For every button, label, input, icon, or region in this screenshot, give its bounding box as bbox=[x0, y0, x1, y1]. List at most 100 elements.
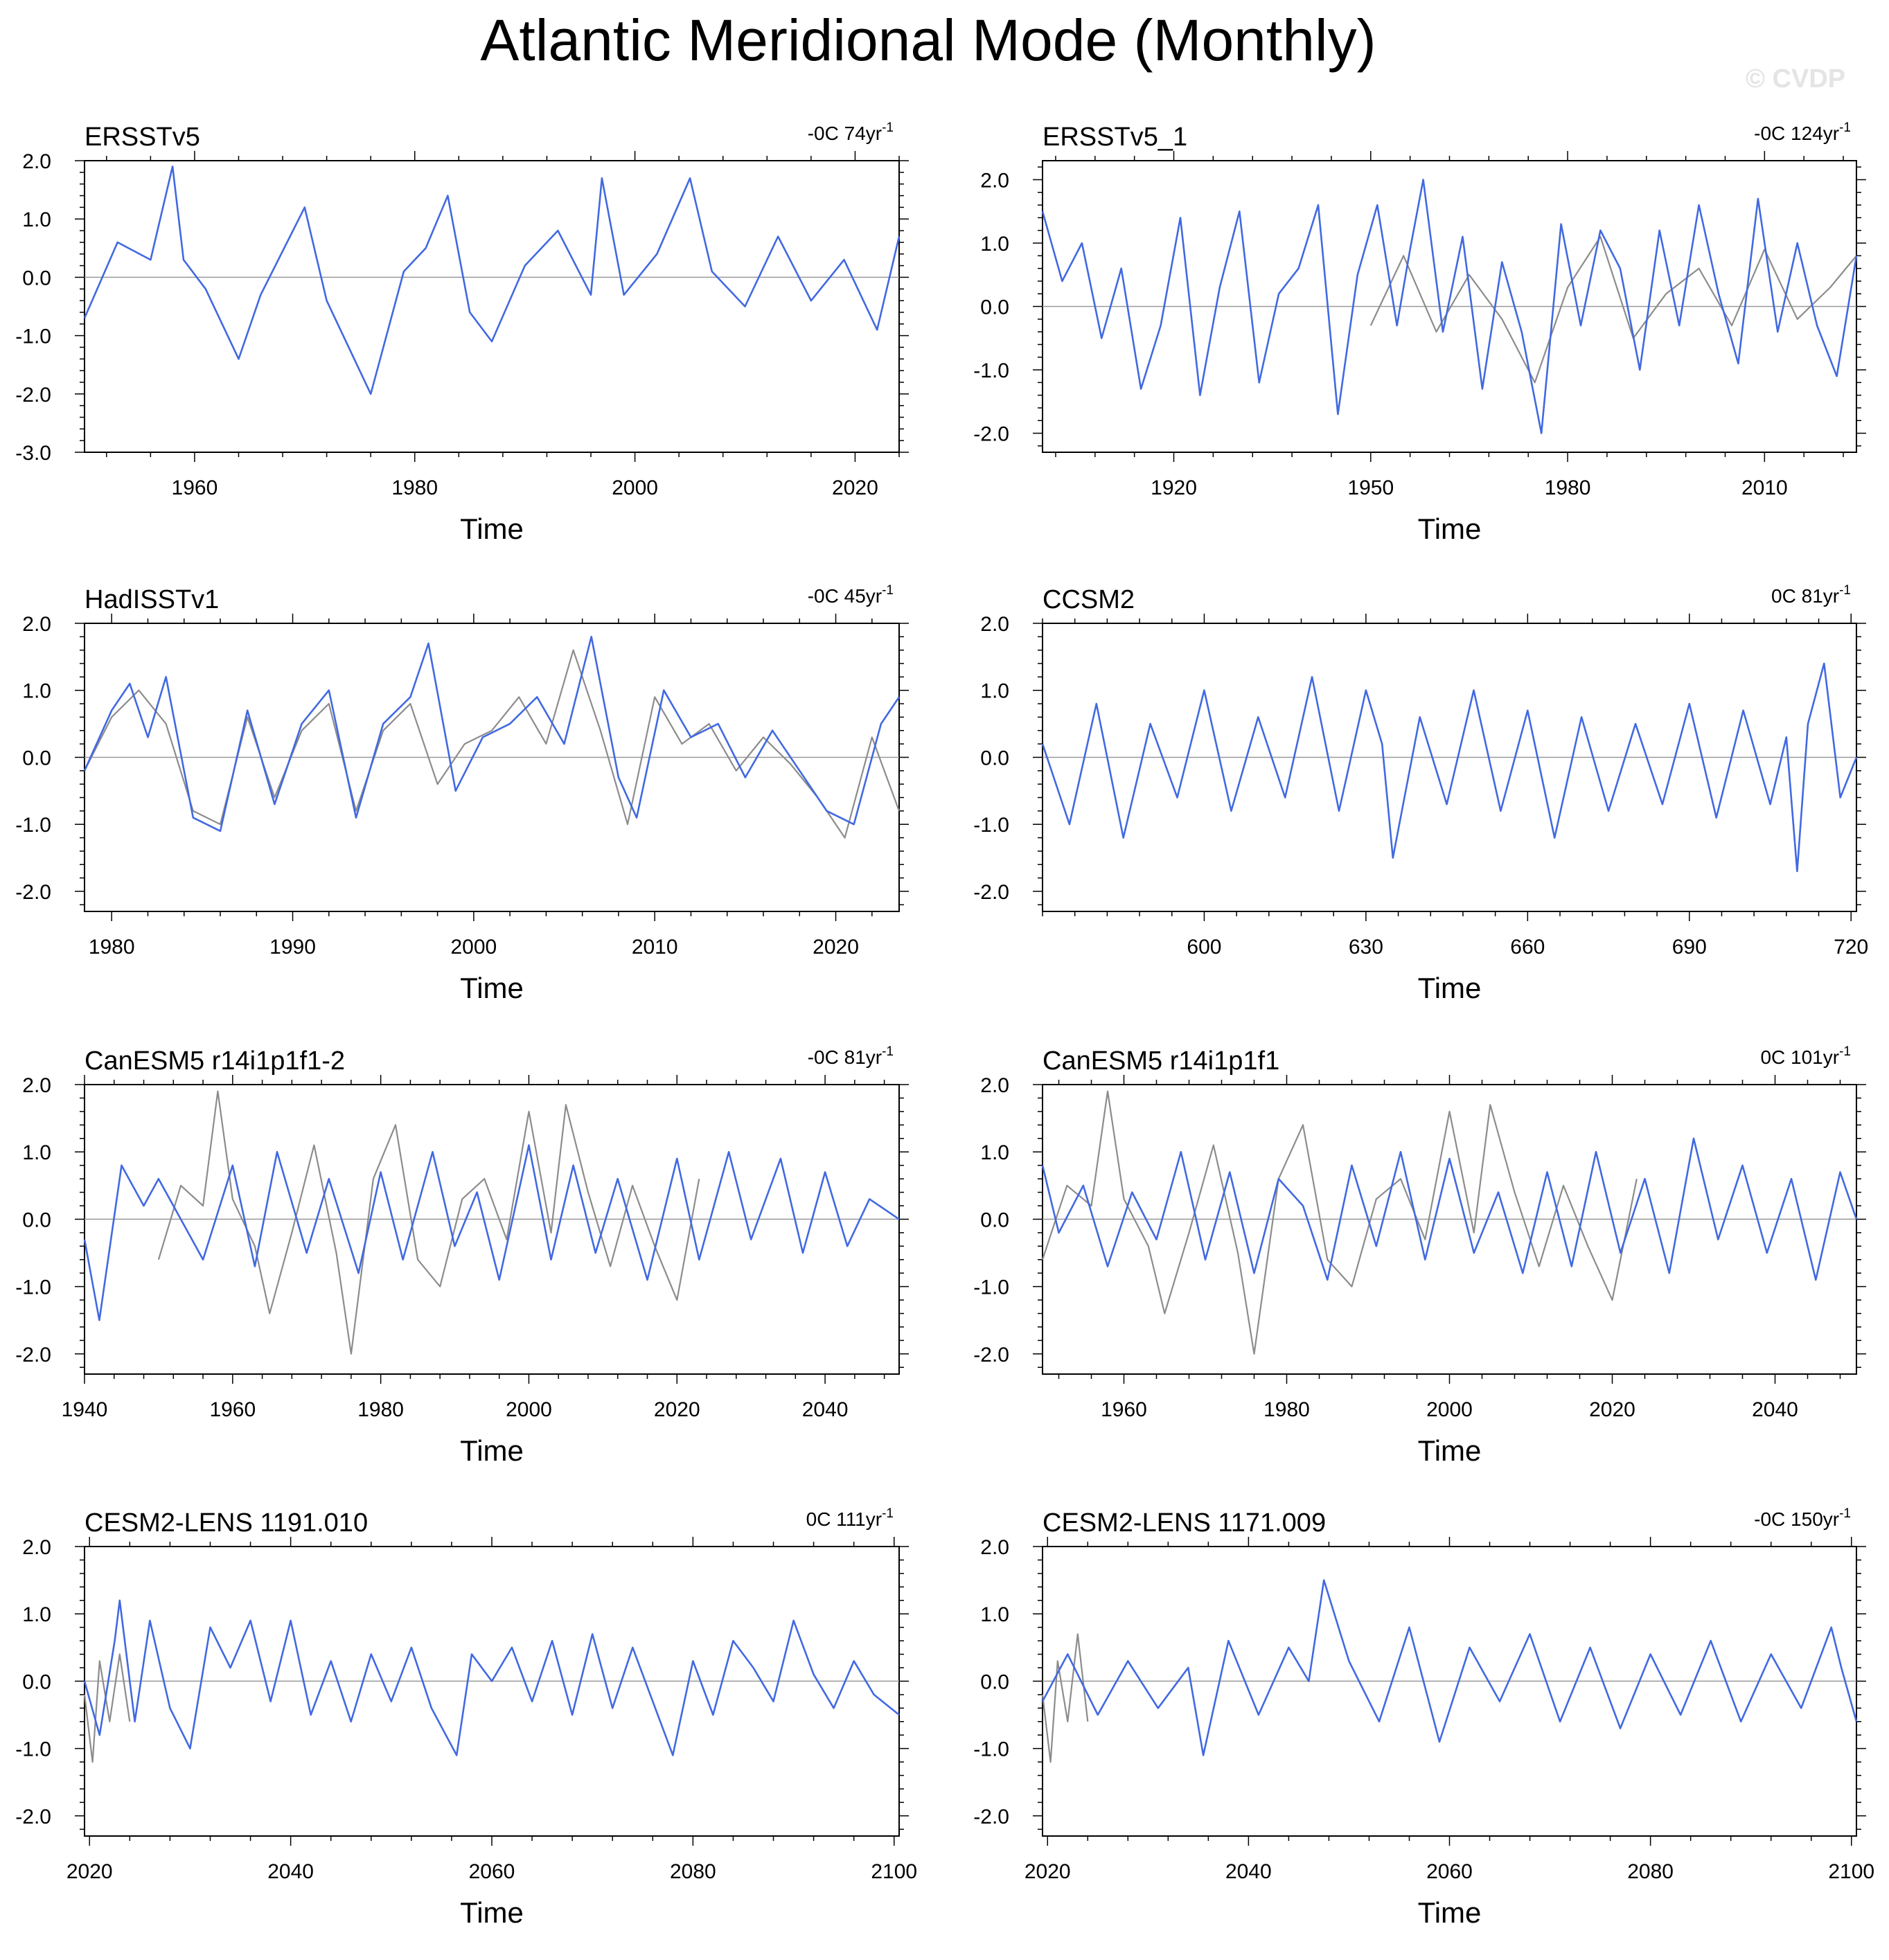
x-axis-label: Time bbox=[460, 1896, 524, 1929]
x-axis-label: Time bbox=[1418, 1896, 1482, 1929]
y-tick-label: -2.0 bbox=[973, 1344, 1009, 1366]
y-tick-label: 2.0 bbox=[22, 1536, 51, 1559]
y-tick-label: 0.0 bbox=[980, 1671, 1009, 1693]
x-tick-label: 2020 bbox=[654, 1398, 700, 1421]
trend-label: 0C 101yr-1 bbox=[1760, 1044, 1851, 1068]
plot-frame bbox=[84, 1546, 900, 1837]
x-tick-label: 600 bbox=[1187, 936, 1221, 959]
observation-series-line bbox=[83, 1653, 131, 1763]
x-tick-label: 1980 bbox=[357, 1398, 404, 1421]
trend-label: 0C 81yr-1 bbox=[1771, 583, 1851, 607]
y-tick-label: 1.0 bbox=[980, 1141, 1009, 1164]
plot-frame bbox=[1042, 1546, 1857, 1837]
x-tick-label: 1990 bbox=[269, 936, 316, 959]
y-tick-label: -2.0 bbox=[15, 1344, 51, 1366]
y-tick-label: 2.0 bbox=[980, 169, 1009, 192]
model-series-line bbox=[1041, 1137, 1858, 1281]
x-tick-label: 2100 bbox=[1828, 1860, 1874, 1883]
y-tick-label: 2.0 bbox=[22, 150, 51, 173]
y-tick-label: 0.0 bbox=[22, 1209, 51, 1231]
panel-title: ERSSTv5 bbox=[85, 123, 200, 152]
y-tick-label: -2.0 bbox=[15, 1806, 51, 1828]
y-tick-label: 1.0 bbox=[980, 233, 1009, 256]
chart-panel: CESM2-LENS 1191.010 0C 111yr-1 2.0 1.0 0.0 -1… bbox=[15, 1506, 917, 1929]
panel-title: CCSM2 bbox=[1043, 585, 1135, 614]
panel-title: ERSSTv5_1 bbox=[1043, 123, 1187, 152]
x-tick-label: 1980 bbox=[1545, 476, 1591, 499]
model-series-line bbox=[83, 1599, 900, 1756]
x-tick-label: 660 bbox=[1510, 936, 1545, 959]
x-tick-label: 2000 bbox=[612, 476, 658, 499]
x-tick-label: 2010 bbox=[632, 936, 678, 959]
x-tick-label: 2020 bbox=[813, 936, 859, 959]
x-tick-label: 1980 bbox=[391, 476, 438, 499]
x-tick-label: 2020 bbox=[1025, 1860, 1071, 1883]
x-tick-label: 2020 bbox=[832, 476, 878, 499]
y-tick-label: 0.0 bbox=[980, 747, 1009, 769]
x-tick-label: 2080 bbox=[1627, 1860, 1674, 1883]
y-tick-label: 1.0 bbox=[22, 680, 51, 703]
panel-title: CanESM5 r14i1p1f1 bbox=[1043, 1046, 1279, 1076]
plot-frame bbox=[84, 1084, 900, 1375]
observation-series-line bbox=[1369, 235, 1857, 384]
x-tick-label: 2000 bbox=[506, 1398, 552, 1421]
y-tick-label: -1.0 bbox=[15, 1276, 51, 1299]
y-tick-label: 2.0 bbox=[22, 1074, 51, 1097]
chart-panel: CESM2-LENS 1171.009 -0C 150yr-1 2.0 1.0 0.0 -… bbox=[973, 1506, 1874, 1929]
y-tick-label: -2.0 bbox=[973, 423, 1009, 446]
y-tick-label: -1.0 bbox=[15, 1738, 51, 1761]
x-axis-label: Time bbox=[460, 972, 524, 1004]
y-tick-label: 1.0 bbox=[980, 1603, 1009, 1626]
y-tick-label: 2.0 bbox=[22, 613, 51, 636]
y-tick-label: -3.0 bbox=[15, 442, 51, 465]
observation-series-line bbox=[157, 1090, 700, 1355]
x-tick-label: 2060 bbox=[1426, 1860, 1473, 1883]
y-tick-label: 2.0 bbox=[980, 613, 1009, 636]
trend-label: -0C 81yr-1 bbox=[808, 1044, 894, 1068]
trend-label: 0C 111yr-1 bbox=[806, 1506, 894, 1530]
y-tick-label: 0.0 bbox=[22, 747, 51, 769]
trend-label: -0C 150yr-1 bbox=[1754, 1506, 1851, 1530]
panel-title: CESM2-LENS 1191.010 bbox=[85, 1508, 368, 1538]
page-title: Atlantic Meridional Mode (Monthly) bbox=[480, 8, 1376, 73]
x-tick-label: 2040 bbox=[802, 1398, 849, 1421]
x-tick-label: 690 bbox=[1672, 936, 1707, 959]
x-tick-label: 720 bbox=[1834, 936, 1868, 959]
y-tick-label: 2.0 bbox=[980, 1074, 1009, 1097]
y-tick-label: -1.0 bbox=[973, 1276, 1009, 1299]
y-tick-label: -1.0 bbox=[15, 326, 51, 348]
x-tick-label: 1920 bbox=[1151, 476, 1197, 499]
model-series-line bbox=[1041, 1579, 1858, 1756]
x-tick-label: 2020 bbox=[66, 1860, 113, 1883]
panel-title: CESM2-LENS 1171.009 bbox=[1043, 1508, 1326, 1538]
chart-panel: CanESM5 r14i1p1f1-2 -0C 81yr-1 2.0 1.0 0.0 -1… bbox=[15, 1044, 909, 1467]
x-tick-label: 2040 bbox=[267, 1860, 314, 1883]
y-tick-label: 0.0 bbox=[980, 296, 1009, 319]
x-tick-label: 2060 bbox=[469, 1860, 515, 1883]
x-axis-label: Time bbox=[1418, 1434, 1482, 1467]
x-axis-label: Time bbox=[1418, 513, 1482, 545]
x-tick-label: 630 bbox=[1349, 936, 1383, 959]
x-tick-label: 1960 bbox=[209, 1398, 256, 1421]
observation-series-line bbox=[84, 649, 901, 839]
observation-series-line bbox=[1041, 1633, 1089, 1763]
y-tick-label: 1.0 bbox=[22, 1141, 51, 1164]
x-axis-label: Time bbox=[460, 513, 524, 545]
trend-label: -0C 45yr-1 bbox=[808, 583, 894, 607]
chart-panel: HadISSTv1 -0C 45yr-1 2.0 1.0 0.0 -1.0 -2.0 1980… bbox=[15, 583, 909, 1004]
x-tick-label: 2100 bbox=[871, 1860, 917, 1883]
x-tick-label: 1980 bbox=[89, 936, 135, 959]
model-series-line bbox=[1041, 662, 1858, 873]
x-tick-label: 1960 bbox=[1101, 1398, 1147, 1421]
model-series-line bbox=[1041, 179, 1858, 434]
model-series-line bbox=[83, 166, 901, 395]
x-tick-label: 2080 bbox=[670, 1860, 716, 1883]
trend-label: -0C 124yr-1 bbox=[1754, 121, 1851, 144]
x-tick-label: 2020 bbox=[1589, 1398, 1635, 1421]
y-tick-label: -2.0 bbox=[15, 881, 51, 904]
copyright-watermark: © CVDP bbox=[1746, 64, 1846, 93]
chart-panel: ERSSTv5_1 -0C 124yr-1 2.0 1.0 0.0 -1.0 -2.0 192… bbox=[973, 121, 1866, 545]
model-series-line bbox=[83, 635, 901, 832]
y-tick-label: -1.0 bbox=[973, 1738, 1009, 1761]
